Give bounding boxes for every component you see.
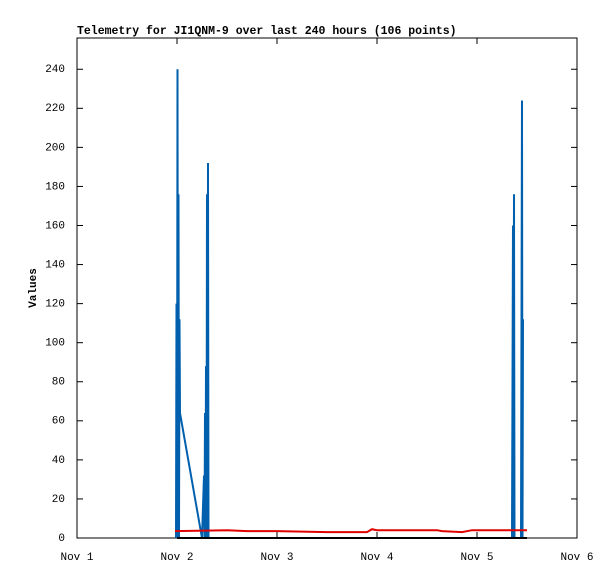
x-tick-label: Nov 2 <box>160 552 193 564</box>
y-tick-label: 120 <box>45 299 65 311</box>
y-tick-label: 140 <box>45 259 65 271</box>
x-tick-label: Nov 6 <box>560 552 593 564</box>
y-tick-label: 220 <box>45 103 65 115</box>
y-tick-label: 0 <box>58 533 65 545</box>
y-axis-label: Values <box>28 268 40 308</box>
x-tick-label: Nov 1 <box>60 552 93 564</box>
y-tick-label: 80 <box>52 377 65 389</box>
y-tick-label: 20 <box>52 494 65 506</box>
series-line <box>174 528 527 534</box>
x-tick-label: Nov 5 <box>460 552 493 564</box>
y-tick-label: 180 <box>45 181 65 193</box>
y-tick-label: 60 <box>52 416 65 428</box>
y-tick-label: 40 <box>52 455 65 467</box>
y-tick-label: 160 <box>45 220 65 232</box>
x-tick-label: Nov 4 <box>360 552 393 564</box>
x-tick-label: Nov 3 <box>260 552 293 564</box>
chart-title: Telemetry for JI1QNM-9 over last 240 hou… <box>77 25 457 38</box>
plot-frame <box>76 37 578 539</box>
series-line <box>175 69 524 539</box>
y-tick-label: 200 <box>45 142 65 154</box>
y-tick-label: 240 <box>45 64 65 76</box>
y-tick-label: 100 <box>45 338 65 350</box>
